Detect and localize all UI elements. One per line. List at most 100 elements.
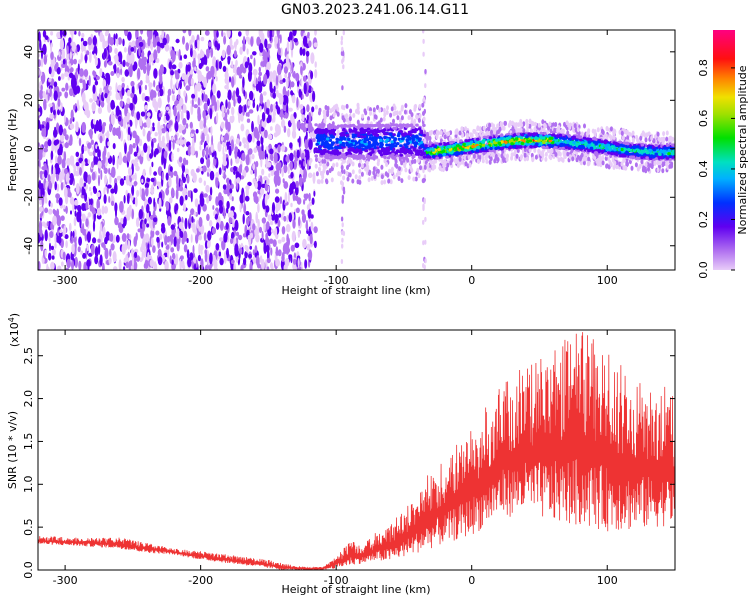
spectrogram-cell xyxy=(282,211,285,216)
spectrogram-cell xyxy=(48,77,52,82)
spectrogram-cell xyxy=(194,198,199,208)
spectrogram-cell xyxy=(277,47,281,56)
spectrogram-cell xyxy=(170,247,175,253)
spectrogram-cell xyxy=(219,237,224,242)
spectrogram-cell xyxy=(107,35,110,46)
spectrogram-cell xyxy=(127,134,131,141)
spectrogram-cell xyxy=(421,178,425,184)
spectrogram-cell xyxy=(248,237,251,247)
spectrogram-cell xyxy=(201,93,204,101)
spectrogram-cell xyxy=(120,217,124,225)
spectrogram-cell xyxy=(302,35,308,47)
spectrogram-cell xyxy=(546,129,550,135)
spectrogram-cell xyxy=(231,60,234,69)
spectrogram-cell xyxy=(72,230,75,238)
spectrogram-cell xyxy=(81,203,86,211)
spectrogram-cell xyxy=(661,168,665,174)
spectrogram-cell xyxy=(164,235,168,246)
spectrogram-cell xyxy=(215,175,219,188)
spectrogram-cell xyxy=(44,229,48,242)
spectrogram-cell xyxy=(138,209,143,220)
spectrogram-cell xyxy=(57,91,61,99)
spectrogram-cell xyxy=(195,233,199,244)
spectrogram-cell xyxy=(292,70,296,79)
spectrogram-cell xyxy=(62,228,66,238)
spectrogram-cell xyxy=(422,97,426,102)
spectrogram-cell xyxy=(112,154,115,166)
spectrogram-cell xyxy=(412,176,416,182)
spectrogram-cell xyxy=(426,162,430,168)
spectrogram-cell xyxy=(139,186,142,198)
spectrogram-cell xyxy=(266,107,270,115)
spectrogram-cell xyxy=(244,244,248,250)
spectrogram-cell xyxy=(291,62,294,73)
spectrogram-cell xyxy=(104,174,108,186)
spectrogram-cell xyxy=(64,234,69,240)
spectrogram-cell xyxy=(94,246,99,258)
spectrogram-cell xyxy=(621,135,625,141)
spectrogram-cell xyxy=(505,157,509,162)
spectrogram-cell xyxy=(397,176,401,182)
spectrogram-cell xyxy=(210,47,214,58)
spectrogram-cell xyxy=(264,38,268,49)
spectrogram-cell xyxy=(249,90,254,101)
spectrogram-cell xyxy=(233,166,238,172)
spectrogram-cell xyxy=(92,84,96,94)
spectrogram-cell xyxy=(292,30,297,37)
spectrogram-cell xyxy=(219,220,224,231)
spectrogram-cell xyxy=(198,177,203,184)
spectrogram-cell xyxy=(163,157,166,170)
spectrogram-cell xyxy=(50,42,53,53)
figure-title: GN03.2023.241.06.14.G11 xyxy=(280,2,470,18)
spectrogram-cell xyxy=(79,217,82,229)
spectrogram-cell xyxy=(127,213,131,221)
spectrogram-cell xyxy=(245,112,249,117)
spectrogram-cell xyxy=(388,168,391,174)
spectrogram-cell xyxy=(268,238,274,244)
spectrogram-cell xyxy=(107,151,110,159)
spectrogram-cell xyxy=(596,127,600,133)
spectrogram-cell xyxy=(595,158,599,164)
spectrogram-cell xyxy=(160,225,166,234)
spectrogram-cell xyxy=(345,113,349,119)
spectrogram-cell xyxy=(114,182,118,195)
spectrogram-cell xyxy=(306,243,311,251)
spectrogram-cell xyxy=(341,46,344,52)
spectrogram-cell xyxy=(212,205,215,210)
spectrogram-cell xyxy=(209,220,213,227)
spectrogram-cell xyxy=(152,97,157,109)
spectrogram-cell xyxy=(108,195,111,204)
spectrogram-cell xyxy=(364,166,368,172)
spectrogram-cell xyxy=(288,212,293,223)
spectrogram-cell xyxy=(175,253,179,266)
spectrogram-cell xyxy=(288,72,291,78)
spectrogram-cell xyxy=(182,157,187,166)
spectrogram-cell xyxy=(267,30,270,38)
spectrogram-cell xyxy=(123,30,129,37)
spectrogram-cell xyxy=(131,247,134,258)
spectrogram-cell xyxy=(240,264,244,270)
spectrogram-cell xyxy=(43,147,48,153)
spectrogram-cell xyxy=(197,97,201,106)
spectrogram-cell xyxy=(75,170,80,177)
spectrogram-cell xyxy=(306,114,309,122)
spectrogram-cell xyxy=(180,55,182,61)
spectrogram-cell xyxy=(75,151,80,157)
spectrogram-cell xyxy=(79,78,83,84)
spectrogram-cell xyxy=(163,150,168,159)
spectrogram-cell xyxy=(84,192,88,202)
spectrogram-cell xyxy=(164,260,169,270)
spectrogram-cell xyxy=(108,257,112,265)
spectrogram-cell xyxy=(423,199,426,205)
spectrogram-cell xyxy=(108,61,113,66)
spectrogram-cell xyxy=(243,35,246,45)
spectrogram-cell xyxy=(190,168,195,177)
spectrogram-cell xyxy=(314,104,318,110)
spectrogram-cell xyxy=(172,252,176,260)
spectrogram-cell xyxy=(373,174,377,180)
spectrogram-cell xyxy=(278,162,282,167)
spectrogram-cell xyxy=(281,226,286,235)
spectrogram-cell xyxy=(544,151,548,157)
spectrogram-cell xyxy=(376,105,380,110)
spectrogram-cell xyxy=(167,247,170,259)
